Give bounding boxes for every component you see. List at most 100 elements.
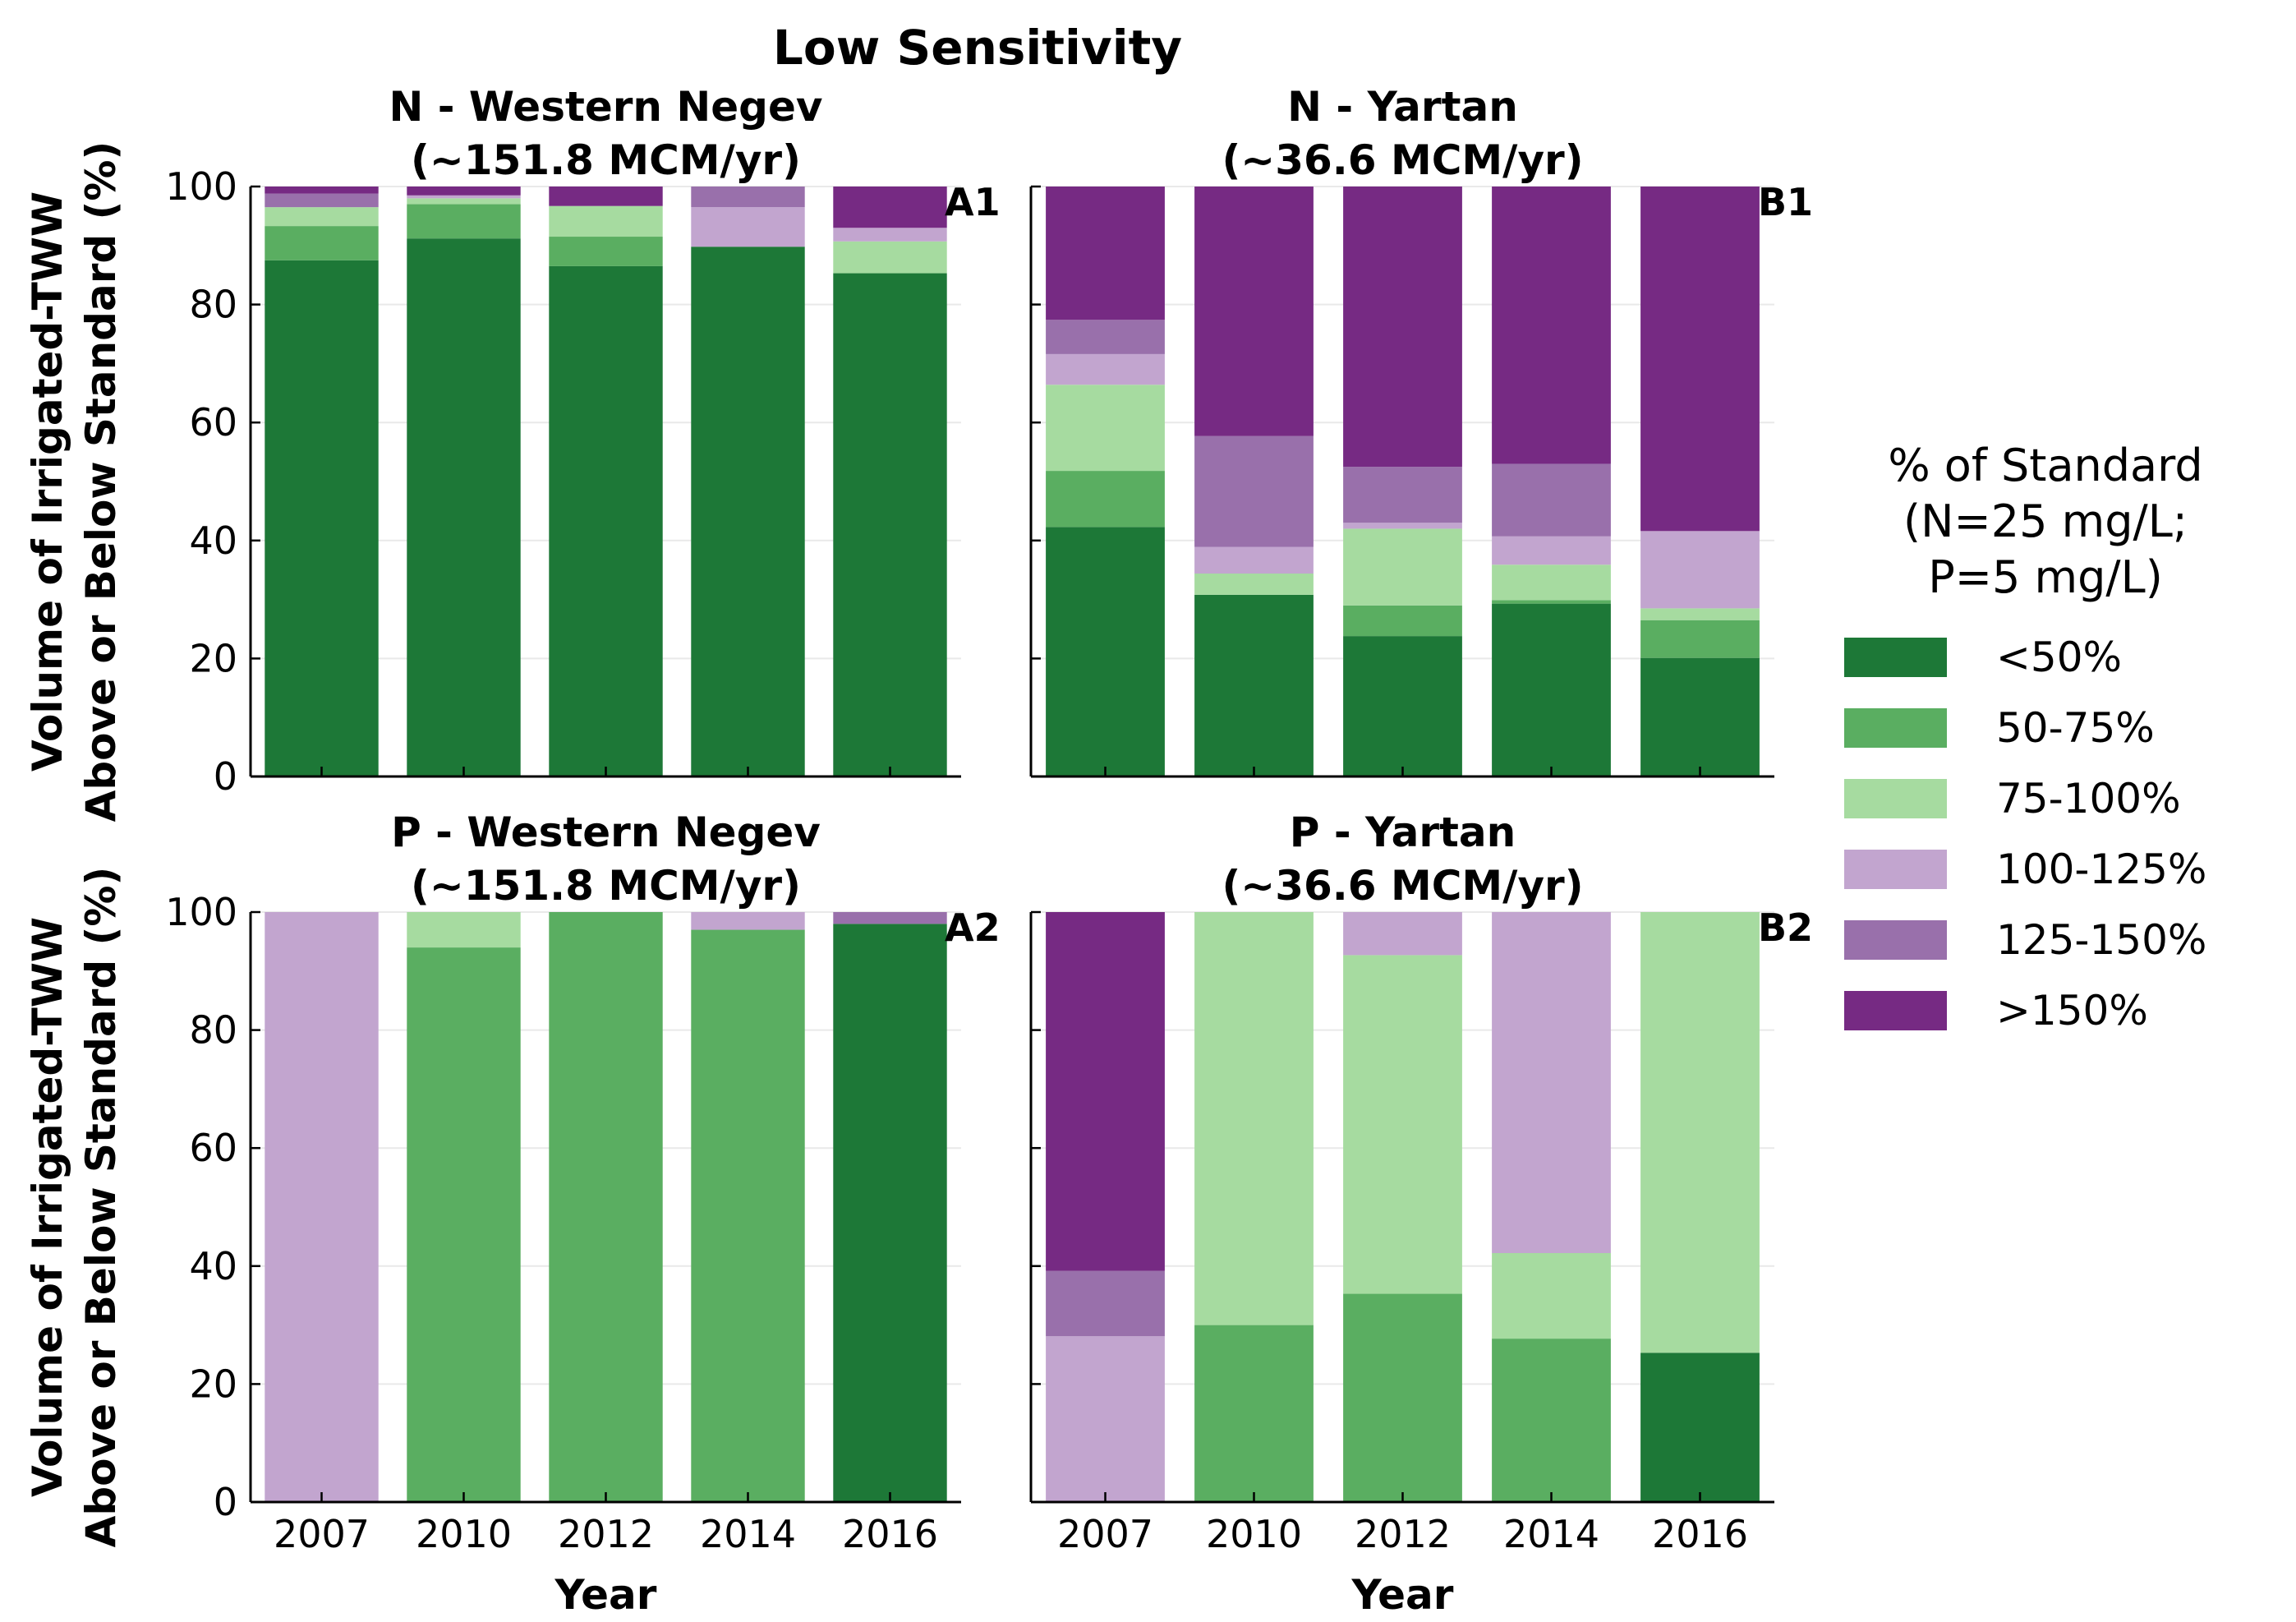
panel-b1: N - Yartan (~36.6 MCM/yr) B1 xyxy=(1029,83,1813,778)
x-tick-label: 2014 xyxy=(700,1512,796,1556)
bar-segment-b1-2016 xyxy=(1640,187,1760,532)
legend-label: 75-100% xyxy=(1996,775,2181,823)
x-axis-label: Year xyxy=(1351,1571,1454,1619)
bar-segment-a1-2016 xyxy=(833,273,947,776)
bar-segment-a1-2007 xyxy=(265,207,379,227)
y-tick-label: 60 xyxy=(189,400,237,445)
panel-a1: 0 20 40 60 80 100 N - Western Negev (~151.8 MCM… xyxy=(24,83,1001,822)
panel-title: (~36.6 MCM/yr) xyxy=(1222,136,1583,184)
legend-label: 125-150% xyxy=(1996,916,2206,964)
chart-panels: 0 20 40 60 80 100 N - Western Negev (~151.8 MCM… xyxy=(24,83,1813,1619)
x-tick-label: 2007 xyxy=(1057,1512,1153,1556)
y-tick-label: 20 xyxy=(189,1362,237,1406)
panel-label: B1 xyxy=(1758,180,1813,224)
panel-title: (~151.8 MCM/yr) xyxy=(411,136,801,184)
bar-segment-b2-2007 xyxy=(1046,1270,1165,1337)
legend-swatch xyxy=(1844,638,1947,677)
bar-segment-a1-2014 xyxy=(691,207,805,247)
bar-segment-b1-2014 xyxy=(1492,600,1611,604)
legend-title: (N=25 mg/L; xyxy=(1903,495,2188,547)
bar-segment-a1-2007 xyxy=(265,193,379,208)
bar-segment-b1-2012 xyxy=(1343,467,1462,523)
bar-segment-b1-2016 xyxy=(1640,531,1760,609)
legend-label: 50-75% xyxy=(1996,704,2155,752)
bar-segment-b1-2014 xyxy=(1492,536,1611,565)
bar-segment-a2-2014 xyxy=(691,929,805,1502)
panel-title: P - Western Negev xyxy=(391,809,821,856)
bar-segment-b1-2014 xyxy=(1492,564,1611,601)
bar-segment-b1-2014 xyxy=(1492,463,1611,537)
legend-label: >150% xyxy=(1996,987,2148,1034)
bar-segment-a1-2010 xyxy=(407,238,521,777)
bar-segment-b2-2014 xyxy=(1492,1253,1611,1339)
bar-segment-a2-2012 xyxy=(549,912,663,1502)
bar-segment-b2-2010 xyxy=(1194,912,1314,1325)
bar-segment-b1-2007 xyxy=(1046,385,1165,472)
panel-label: A1 xyxy=(945,180,1001,224)
bar-segment-a1-2010 xyxy=(407,198,521,205)
bar-segment-a1-2007 xyxy=(265,260,379,776)
y-tick-label: 100 xyxy=(165,164,237,209)
bar-segment-a1-2014 xyxy=(691,187,805,208)
bar-segment-b1-2014 xyxy=(1492,603,1611,776)
bar-segment-b2-2007 xyxy=(1046,912,1165,1271)
bar-segment-a1-2012 xyxy=(549,237,663,266)
bar-segment-a1-2010 xyxy=(407,204,521,239)
legend-swatch xyxy=(1844,708,1947,748)
bar-segment-b2-2014 xyxy=(1492,1339,1611,1502)
legend-swatch xyxy=(1844,779,1947,818)
panel-label: B2 xyxy=(1758,905,1813,950)
bar-segment-b1-2010 xyxy=(1194,546,1314,574)
bar-segment-b2-2012 xyxy=(1343,955,1462,1294)
y-tick-label: 80 xyxy=(189,283,237,327)
x-tick-label: 2010 xyxy=(416,1512,512,1556)
bar-segment-b1-2012 xyxy=(1343,523,1462,529)
legend-swatch xyxy=(1844,850,1947,889)
bar-segment-b2-2016 xyxy=(1640,912,1760,1353)
panel-a2: 2007 2010 2012 2014 2016 0 20 40 60 80 100 P - West… xyxy=(24,809,1001,1619)
bar-segment-a1-2016 xyxy=(833,228,947,242)
x-tick-label: 2007 xyxy=(274,1512,370,1556)
bar-segment-a1-2016 xyxy=(833,187,947,228)
y-tick-label: 0 xyxy=(214,754,237,799)
bar-segment-b1-2010 xyxy=(1194,574,1314,595)
bar-segment-b1-2012 xyxy=(1343,528,1462,606)
bar-segment-b1-2012 xyxy=(1343,187,1462,468)
x-axis-label: Year xyxy=(554,1571,657,1619)
bar-segment-b1-2014 xyxy=(1492,187,1611,464)
bar-segment-b1-2007 xyxy=(1046,471,1165,528)
legend-title: % of Standard xyxy=(1888,440,2202,491)
legend: % of Standard(N=25 mg/L;P=5 mg/L) <50% 50-… xyxy=(1844,440,2206,1034)
x-tick-label: 2016 xyxy=(1652,1512,1748,1556)
bar-segment-b2-2007 xyxy=(1046,1336,1165,1502)
panel-title: P - Yartan xyxy=(1290,809,1516,856)
bar-segment-a1-2010 xyxy=(407,195,521,199)
bar-segment-a1-2007 xyxy=(265,226,379,260)
y-tick-label: 40 xyxy=(189,518,237,563)
y-tick-label: 40 xyxy=(189,1244,237,1288)
legend-swatch xyxy=(1844,991,1947,1030)
bar-segment-b1-2012 xyxy=(1343,636,1462,776)
x-tick-label: 2012 xyxy=(558,1512,654,1556)
bar-segment-b1-2007 xyxy=(1046,320,1165,354)
y-tick-label: 0 xyxy=(214,1480,237,1524)
y-tick-label: 20 xyxy=(189,636,237,680)
y-tick-label: 60 xyxy=(189,1126,237,1170)
bar-segment-b1-2012 xyxy=(1343,605,1462,637)
bar-segment-b1-2010 xyxy=(1194,594,1314,776)
legend-label: 100-125% xyxy=(1996,846,2206,893)
bar-segment-a2-2007 xyxy=(265,912,379,1502)
panel-title: (~36.6 MCM/yr) xyxy=(1222,862,1583,910)
bar-segment-a1-2014 xyxy=(691,247,805,777)
y-axis-label: Above or Below Standard (%) xyxy=(77,867,125,1548)
bar-segment-b1-2016 xyxy=(1640,620,1760,658)
bar-segment-b1-2007 xyxy=(1046,353,1165,385)
y-tick-label: 100 xyxy=(165,890,237,934)
bar-segment-a1-2007 xyxy=(265,187,379,194)
bar-segment-a1-2012 xyxy=(549,205,663,237)
bar-segment-b1-2010 xyxy=(1194,435,1314,547)
x-tick-label: 2010 xyxy=(1206,1512,1302,1556)
bar-segment-b1-2016 xyxy=(1640,608,1760,620)
panel-label: A2 xyxy=(945,905,1001,950)
bar-segment-b2-2014 xyxy=(1492,912,1611,1254)
